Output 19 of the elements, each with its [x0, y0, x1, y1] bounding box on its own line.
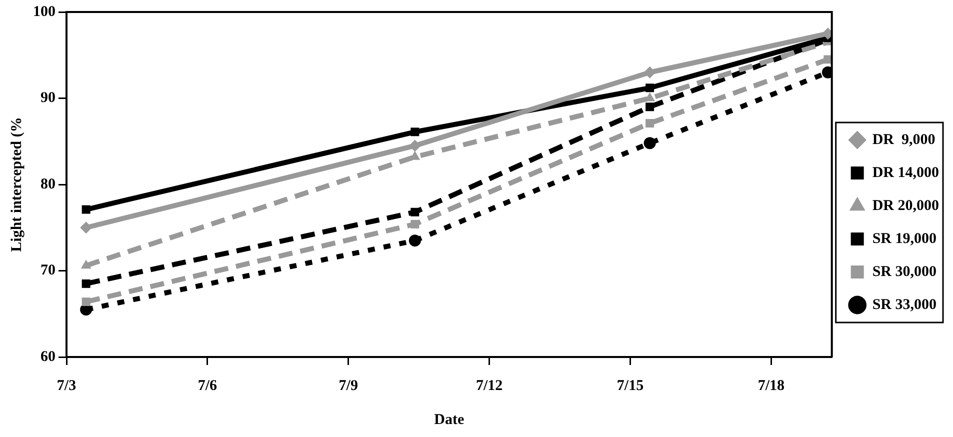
legend-label: SR 19,000 — [872, 230, 937, 247]
x-tick-label: 7/3 — [56, 378, 76, 394]
y-axis-title: Light intercepted (% — [8, 117, 25, 252]
x-tick-label: 7/15 — [616, 378, 644, 394]
y-tick-label: 60 — [40, 348, 56, 365]
y-tick-label: 70 — [40, 262, 56, 279]
y-tick-label: 100 — [33, 4, 56, 20]
legend-label: DR 9,000 — [872, 132, 936, 148]
y-tick-label: 80 — [40, 176, 56, 192]
legend-label: DR 14,000 — [872, 164, 940, 181]
legend-label: SR 30,000 — [872, 264, 937, 280]
y-tick-label: 90 — [40, 90, 56, 106]
legend-label: SR 33,000 — [872, 296, 937, 313]
x-axis-title: Date — [434, 412, 464, 428]
x-tick-label: 7/6 — [198, 378, 218, 394]
x-tick-label: 7/12 — [476, 378, 503, 394]
legend-label: DR 20,000 — [872, 198, 940, 214]
x-tick-label: 7/18 — [758, 378, 784, 394]
x-tick-label: 7/9 — [338, 378, 358, 394]
